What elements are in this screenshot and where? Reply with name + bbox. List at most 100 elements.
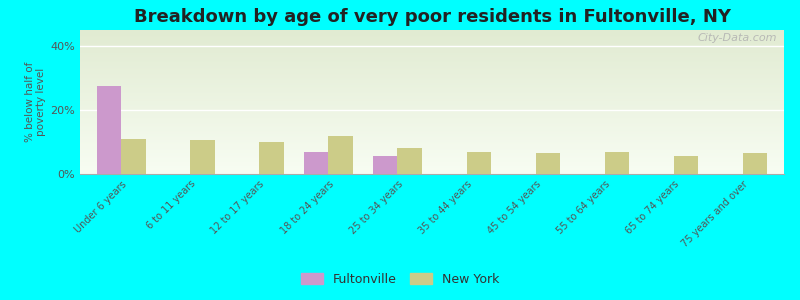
Bar xyxy=(80,68,784,69)
Bar xyxy=(80,87,784,88)
Bar xyxy=(80,40,784,41)
Bar xyxy=(80,75,784,76)
Bar xyxy=(80,74,784,75)
Bar xyxy=(605,152,629,174)
Bar xyxy=(80,45,784,46)
Bar xyxy=(80,31,784,32)
Bar xyxy=(80,158,784,159)
Bar xyxy=(80,156,784,157)
Bar xyxy=(80,120,784,121)
Bar xyxy=(80,128,784,129)
Bar xyxy=(80,80,784,81)
Bar xyxy=(80,107,784,108)
Bar xyxy=(80,115,784,116)
Bar xyxy=(80,104,784,105)
Bar xyxy=(80,161,784,162)
Bar xyxy=(80,35,784,36)
Bar xyxy=(80,43,784,44)
Bar xyxy=(80,54,784,55)
Bar xyxy=(80,37,784,38)
Bar xyxy=(80,136,784,137)
Bar xyxy=(80,95,784,96)
Bar xyxy=(80,64,784,65)
Bar xyxy=(80,42,784,43)
Bar xyxy=(80,155,784,156)
Bar xyxy=(259,142,284,174)
Bar xyxy=(80,97,784,98)
Bar xyxy=(80,167,784,168)
Bar xyxy=(80,76,784,77)
Bar xyxy=(80,148,784,149)
Bar xyxy=(80,121,784,122)
Title: Breakdown by age of very poor residents in Fultonville, NY: Breakdown by age of very poor residents … xyxy=(134,8,730,26)
Bar xyxy=(80,125,784,126)
Bar xyxy=(80,67,784,68)
Bar xyxy=(80,134,784,135)
Bar xyxy=(80,33,784,34)
Bar xyxy=(80,126,784,127)
Bar xyxy=(398,148,422,174)
Bar xyxy=(80,65,784,66)
Bar xyxy=(80,32,784,33)
Bar xyxy=(80,164,784,165)
Bar xyxy=(80,154,784,155)
Bar xyxy=(80,123,784,124)
Bar xyxy=(98,86,122,174)
Bar xyxy=(80,152,784,153)
Bar xyxy=(80,145,784,146)
Bar xyxy=(80,171,784,172)
Bar xyxy=(80,103,784,104)
Bar xyxy=(80,150,784,151)
Bar xyxy=(80,56,784,57)
Bar xyxy=(80,91,784,92)
Bar xyxy=(80,170,784,171)
Legend: Fultonville, New York: Fultonville, New York xyxy=(296,268,504,291)
Bar xyxy=(80,106,784,107)
Bar xyxy=(80,163,784,164)
Bar xyxy=(190,140,214,174)
Bar xyxy=(80,93,784,94)
Bar xyxy=(80,34,784,35)
Bar xyxy=(80,77,784,78)
Bar xyxy=(80,142,784,143)
Bar xyxy=(304,152,329,174)
Bar xyxy=(466,152,490,174)
Bar xyxy=(80,138,784,139)
Bar xyxy=(80,66,784,67)
Bar xyxy=(80,131,784,132)
Bar xyxy=(80,165,784,166)
Bar xyxy=(80,85,784,86)
Bar xyxy=(80,162,784,163)
Bar xyxy=(80,114,784,115)
Bar xyxy=(80,169,784,170)
Bar xyxy=(80,168,784,169)
Bar xyxy=(80,46,784,47)
Bar xyxy=(80,72,784,73)
Bar xyxy=(80,146,784,147)
Bar xyxy=(80,47,784,48)
Bar xyxy=(80,100,784,101)
Bar xyxy=(80,52,784,53)
Bar xyxy=(80,105,784,106)
Bar xyxy=(80,102,784,103)
Bar xyxy=(80,49,784,50)
Bar xyxy=(80,79,784,80)
Bar xyxy=(80,166,784,167)
Bar xyxy=(80,140,784,141)
Bar xyxy=(80,48,784,49)
Bar xyxy=(80,130,784,131)
Bar xyxy=(80,96,784,97)
Bar xyxy=(80,36,784,37)
Bar xyxy=(80,57,784,58)
Bar xyxy=(80,61,784,62)
Bar xyxy=(80,59,784,60)
Bar xyxy=(329,136,353,174)
Bar xyxy=(80,124,784,125)
Bar xyxy=(80,38,784,39)
Bar xyxy=(80,160,784,161)
Bar xyxy=(80,159,784,160)
Bar xyxy=(80,113,784,114)
Bar xyxy=(80,173,784,174)
Bar xyxy=(80,39,784,40)
Bar xyxy=(80,30,784,31)
